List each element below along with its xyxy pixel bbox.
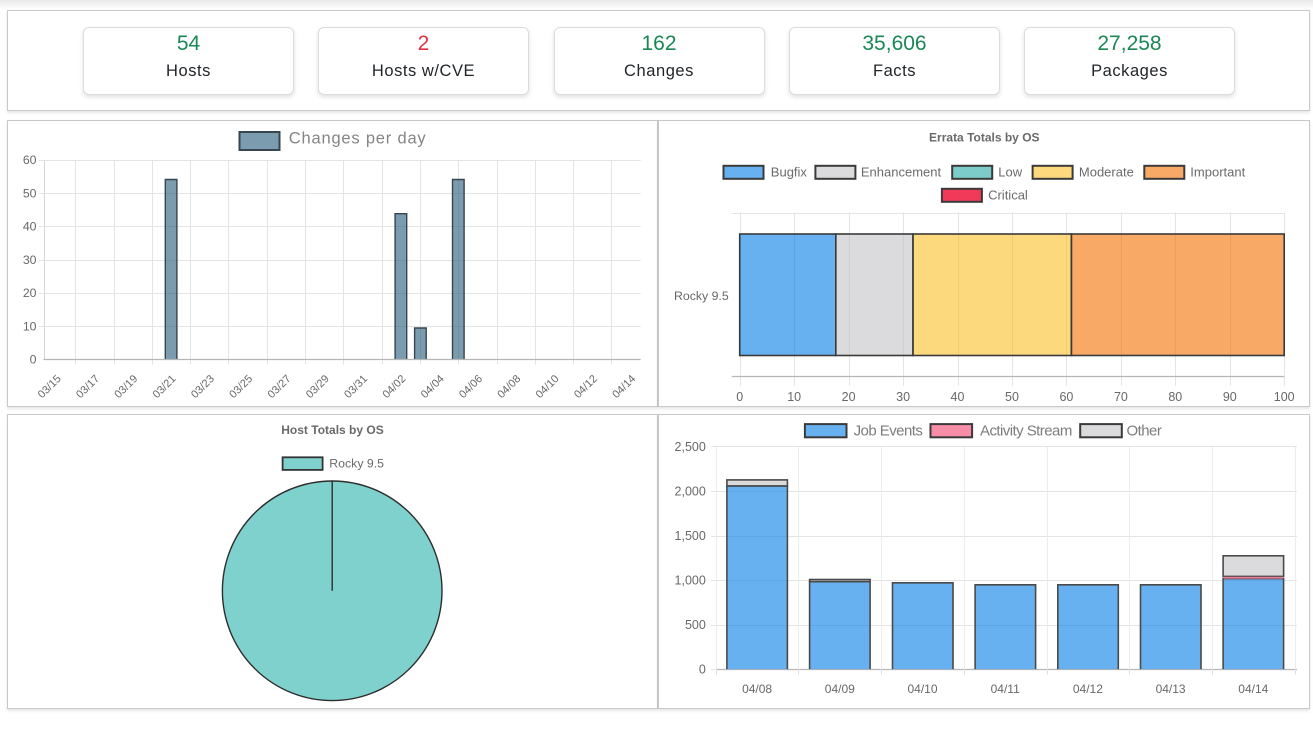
svg-text:04/12: 04/12 [572,373,600,401]
svg-text:04/06: 04/06 [457,373,485,401]
svg-text:10: 10 [23,319,37,333]
svg-text:1,500: 1,500 [675,529,706,543]
svg-text:03/31: 03/31 [342,373,370,401]
svg-text:80: 80 [1168,390,1182,404]
svg-text:03/19: 03/19 [112,373,140,401]
svg-text:40: 40 [951,390,965,404]
svg-text:04/02: 04/02 [380,373,408,401]
svg-text:04/09: 04/09 [825,682,855,696]
svg-text:Moderate: Moderate [1079,164,1134,179]
svg-text:30: 30 [23,253,37,267]
svg-text:40: 40 [23,220,37,234]
svg-text:04/14: 04/14 [610,373,638,401]
svg-text:2,000: 2,000 [675,484,706,498]
svg-text:10: 10 [787,390,801,404]
svg-text:03/17: 03/17 [74,373,102,401]
svg-text:50: 50 [23,186,37,200]
svg-text:1,000: 1,000 [675,573,706,587]
svg-text:Activity Stream: Activity Stream [980,422,1072,439]
svg-text:20: 20 [842,390,856,404]
svg-text:04/08: 04/08 [742,682,772,696]
svg-text:Job Events: Job Events [854,422,923,439]
svg-text:Host Totals by OS: Host Totals by OS [281,423,383,437]
svg-text:04/12: 04/12 [1073,682,1103,696]
svg-text:60: 60 [1059,390,1073,404]
svg-text:0: 0 [30,352,37,366]
svg-text:Low: Low [998,164,1022,179]
svg-text:0: 0 [699,663,706,677]
svg-text:0: 0 [736,390,743,404]
svg-text:Critical: Critical [988,188,1028,203]
svg-text:100: 100 [1274,390,1295,404]
svg-text:04/11: 04/11 [991,682,1020,696]
svg-text:Rocky 9.5: Rocky 9.5 [329,457,384,471]
svg-text:04/10: 04/10 [907,682,937,696]
svg-text:03/27: 03/27 [266,373,294,401]
svg-text:04/10: 04/10 [534,373,562,401]
svg-text:Important: Important [1190,164,1245,179]
svg-text:500: 500 [685,618,706,632]
svg-text:04/14: 04/14 [1238,682,1268,696]
svg-text:60: 60 [23,153,37,167]
svg-text:03/23: 03/23 [189,373,217,401]
svg-text:20: 20 [23,286,37,300]
svg-text:50: 50 [1005,390,1019,404]
svg-text:70: 70 [1114,390,1128,404]
svg-text:Errata Totals by OS: Errata Totals by OS [929,131,1039,145]
svg-text:30: 30 [896,390,910,404]
svg-text:04/04: 04/04 [419,373,447,401]
svg-text:Other: Other [1127,422,1162,439]
svg-text:Bugfix: Bugfix [771,164,808,179]
svg-text:03/29: 03/29 [304,373,332,401]
svg-text:2,500: 2,500 [675,440,706,454]
svg-text:Enhancement: Enhancement [861,164,942,179]
svg-text:90: 90 [1223,390,1237,404]
svg-text:Rocky 9.5: Rocky 9.5 [674,289,729,303]
svg-text:03/15: 03/15 [36,373,64,401]
svg-text:03/25: 03/25 [227,373,255,401]
svg-text:Changes per day: Changes per day [289,129,427,147]
svg-text:04/08: 04/08 [495,373,523,401]
svg-text:04/13: 04/13 [1156,682,1186,696]
svg-text:03/21: 03/21 [151,373,179,401]
